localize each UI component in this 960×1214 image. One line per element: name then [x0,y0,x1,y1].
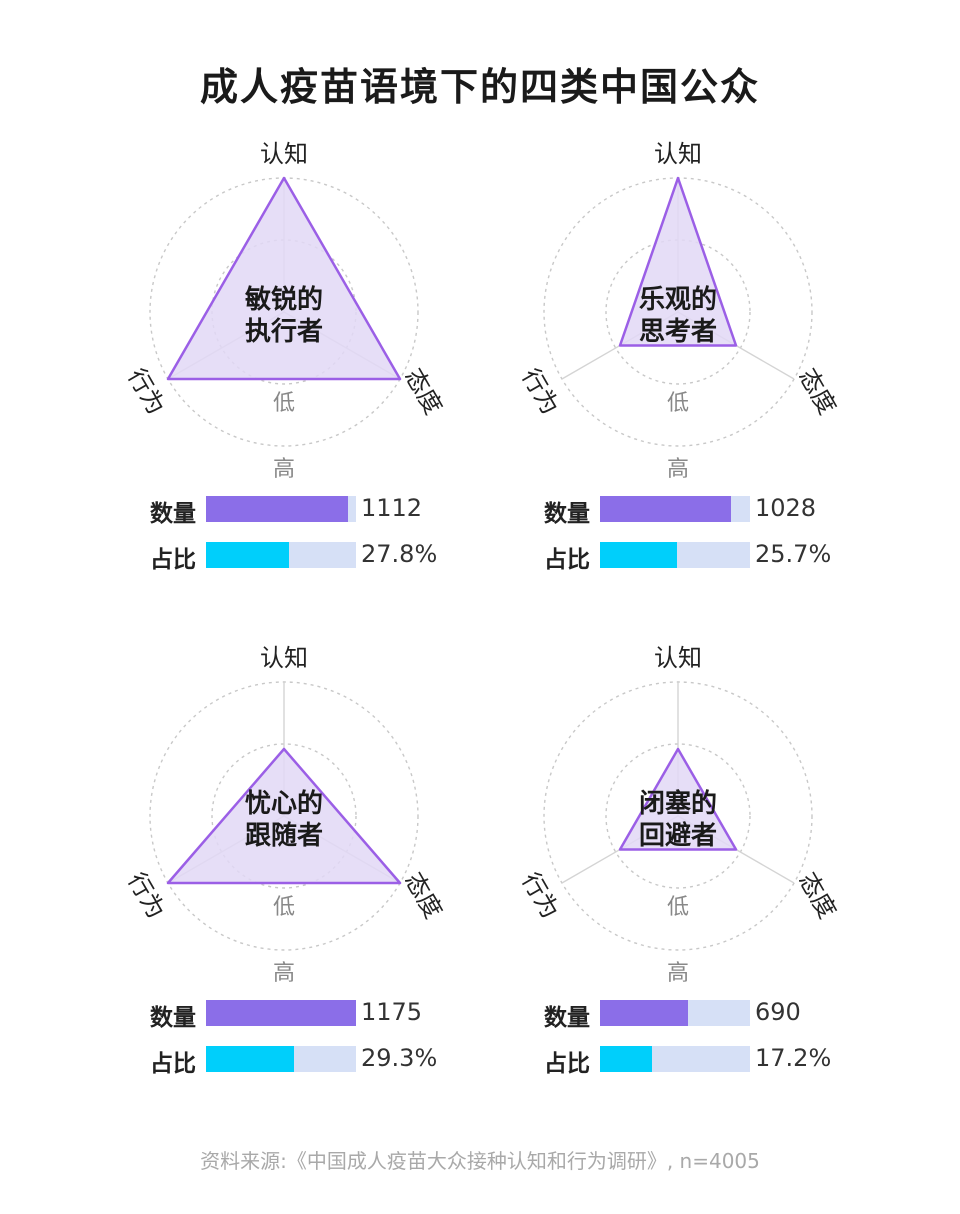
axis-label-behavior: 行为 [516,868,564,924]
group-triangle [166,747,402,885]
axis-label-behavior: 行为 [122,868,170,924]
scale-label-high: 高 [667,961,689,986]
share-bar-fill [206,1046,294,1072]
group-name-line1: 乐观的 [639,284,717,315]
scale-label-low: 低 [273,895,295,920]
segment-panel: 认知行为 态度 低高 乐观的 思考者数量 1028 占比 25.7% [394,0,874,573]
axis-label-attitude: 态度 [793,364,841,420]
group-name-line2: 思考者 [639,317,717,347]
share-value: 29.3% [361,1044,438,1072]
count-bar-fill [206,496,348,522]
count-bar-track [600,1000,750,1026]
count-bar-track [600,496,750,522]
axis-label-cognition: 认知 [654,140,702,168]
count-value: 1112 [361,494,423,522]
share-label: 占比 [544,1051,590,1077]
segment-panel: 认知 行为 态度低高忧心的 跟随者 数量 1175 占比 29.3% [0,504,480,1077]
share-bar-fill [600,542,678,568]
share-bar-track [206,1046,356,1072]
share-bar-track [600,1046,750,1072]
count-value: 1028 [755,494,817,522]
count-label: 数量 [150,1005,196,1031]
group-name-line2: 跟随者 [245,820,323,851]
group-name-line2: 执行者 [245,316,323,347]
segment-panel: 认知 行为 态度低高闭塞的 回避者 数量 690 占比 17.2% [394,504,874,1077]
count-bar-track [206,1000,356,1026]
scale-label-low: 低 [273,391,295,416]
group-name-line1: 闭塞的 [639,788,717,819]
chart-title: 成人疫苗语境下的四类中国公众 [199,65,760,109]
count-bar-track [206,496,356,522]
scale-label-high: 高 [667,457,689,482]
count-value: 690 [755,998,801,1026]
share-bar-fill [206,542,290,568]
count-value: 1175 [361,998,423,1026]
source-note: 资料来源:《中国成人疫苗大众接种认知和行为调研》, n=4005 [200,1149,760,1173]
scale-label-high: 高 [273,961,295,986]
share-label: 占比 [544,547,590,573]
share-bar-fill [600,1046,652,1072]
axis-label-cognition: 认知 [260,644,308,672]
axis-label-attitude: 态度 [793,868,841,924]
group-name-line1: 敏锐的 [244,284,323,315]
group-triangle [618,747,738,851]
scale-label-low: 低 [667,391,689,416]
scale-label-high: 高 [273,457,295,482]
count-label: 数量 [544,1005,590,1031]
share-bar-track [600,542,750,568]
share-bar-track [206,542,356,568]
axis-label-cognition: 认知 [654,644,702,672]
scale-label-low: 低 [667,895,689,920]
group-name-line2: 回避者 [639,820,717,851]
group-triangle [166,176,402,381]
axis-label-behavior: 行为 [122,364,170,420]
count-bar-fill [206,1000,356,1026]
count-label: 数量 [544,501,590,527]
share-label: 占比 [150,547,196,573]
axis-label-behavior: 行为 [516,364,564,420]
axis-label-cognition: 认知 [260,140,308,168]
segment-panel: 认知 行为 态度低高敏锐的 执行者 数量 1112 占比 27.8% [0,0,480,573]
share-label: 占比 [150,1051,196,1077]
group-triangle [618,176,738,347]
count-bar-fill [600,496,732,522]
group-name-line1: 忧心的 [245,788,323,819]
count-bar-fill [600,1000,689,1026]
share-value: 27.8% [361,540,438,568]
share-value: 25.7% [755,540,832,568]
count-label: 数量 [150,501,196,527]
share-value: 17.2% [755,1044,832,1072]
